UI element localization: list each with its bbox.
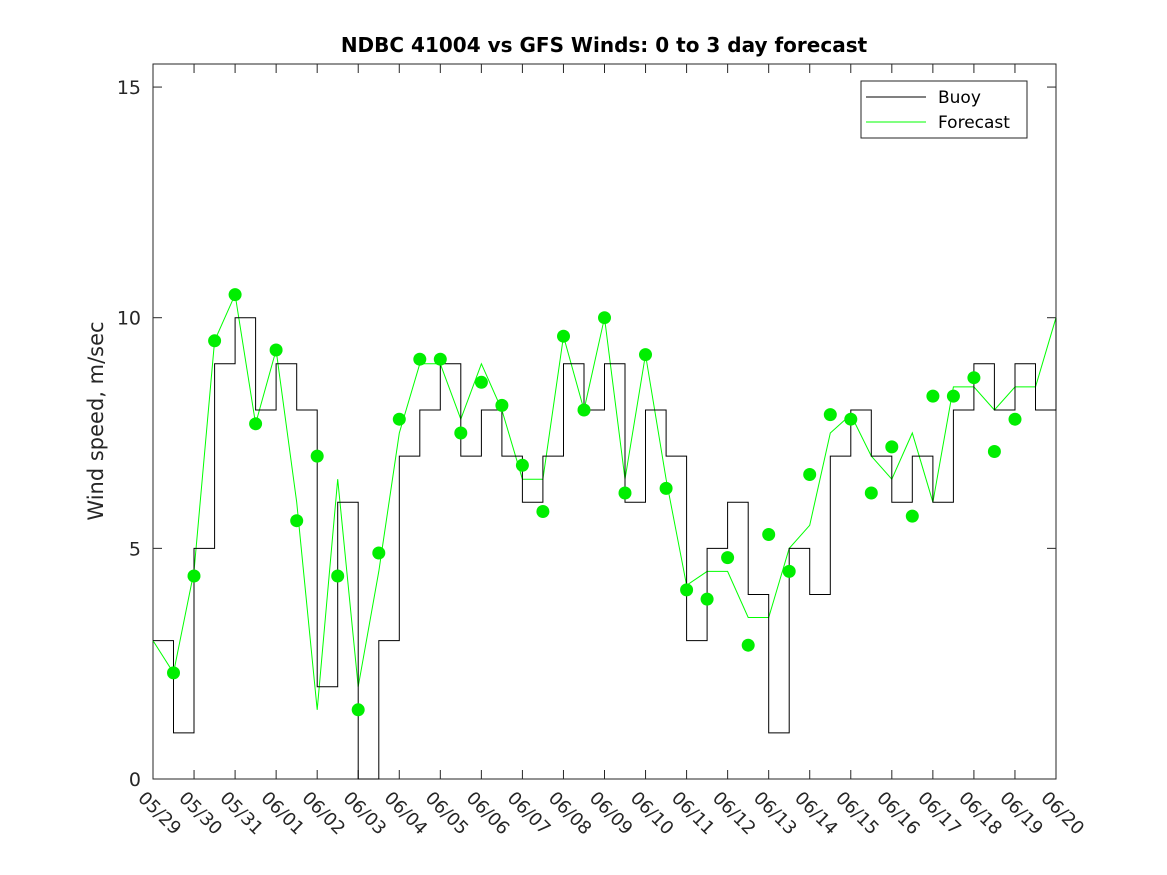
forecast-marker bbox=[905, 509, 919, 523]
legend-box bbox=[860, 80, 1028, 139]
forecast-marker bbox=[515, 458, 529, 472]
forecast-marker bbox=[885, 440, 899, 454]
forecast-marker bbox=[331, 569, 345, 583]
legend-label-buoy: Buoy bbox=[938, 88, 981, 108]
forecast-marker bbox=[782, 564, 796, 578]
y-tick-label: 5 bbox=[129, 538, 141, 560]
y-axis: 0 5 10 15 bbox=[117, 77, 1056, 791]
forecast-marker bbox=[208, 334, 222, 348]
forecast-marker bbox=[639, 348, 652, 362]
y-tick-label: 10 bbox=[117, 308, 141, 330]
x-tick-label: 06/07 bbox=[503, 788, 555, 840]
forecast-marker bbox=[290, 514, 304, 528]
forecast-marker bbox=[946, 389, 960, 403]
forecast-marker bbox=[721, 551, 735, 565]
forecast-marker bbox=[762, 528, 776, 541]
forecast-marker bbox=[700, 592, 714, 606]
forecast-marker bbox=[659, 481, 673, 495]
forecast-marker bbox=[967, 371, 981, 385]
forecast-marker bbox=[823, 408, 837, 422]
forecast-marker bbox=[844, 412, 858, 426]
plot-area bbox=[152, 63, 1057, 780]
forecast-marker bbox=[249, 417, 263, 431]
x-tick-label: 06/19 bbox=[995, 788, 1047, 840]
x-tick-label: 06/17 bbox=[913, 788, 965, 840]
x-tick-label: 06/05 bbox=[421, 788, 473, 840]
forecast-marker bbox=[433, 352, 447, 366]
forecast-marker bbox=[803, 468, 817, 481]
forecast-marker bbox=[926, 389, 940, 403]
x-tick-label: 06/01 bbox=[257, 788, 309, 840]
x-tick-label: 06/12 bbox=[708, 788, 760, 840]
x-tick-label: 06/04 bbox=[380, 788, 432, 840]
x-tick-label: 06/09 bbox=[585, 788, 637, 840]
forecast-marker bbox=[987, 445, 1001, 458]
x-tick-label: 05/31 bbox=[216, 788, 268, 840]
forecast-marker bbox=[495, 398, 509, 412]
x-tick-label: 05/30 bbox=[175, 788, 227, 840]
y-tick-label: 15 bbox=[117, 77, 141, 99]
forecast-marker bbox=[269, 343, 283, 357]
x-tick-label: 06/14 bbox=[790, 788, 842, 840]
x-tick-label: 06/06 bbox=[462, 788, 514, 840]
x-tick-label: 06/13 bbox=[749, 788, 801, 840]
x-tick-label: 06/20 bbox=[1036, 788, 1088, 840]
x-tick-label: 06/02 bbox=[298, 788, 350, 840]
forecast-marker bbox=[577, 403, 591, 417]
forecast-marker bbox=[310, 449, 324, 463]
forecast-marker bbox=[557, 329, 570, 343]
series-layer bbox=[152, 288, 1057, 780]
forecast-marker bbox=[167, 666, 180, 680]
forecast-marker bbox=[680, 583, 694, 597]
x-tick-label: 06/15 bbox=[831, 788, 883, 840]
forecast-marker bbox=[454, 426, 468, 440]
legend-label-forecast: Forecast bbox=[938, 113, 1010, 133]
forecast-marker bbox=[392, 412, 406, 426]
x-tick-label: 06/03 bbox=[339, 788, 391, 840]
x-tick-label: 06/11 bbox=[667, 788, 719, 840]
forecast-marker bbox=[741, 638, 755, 652]
forecast-marker bbox=[1008, 412, 1022, 426]
forecast-marker bbox=[618, 486, 632, 500]
x-tick-label: 06/18 bbox=[954, 788, 1006, 840]
forecast-marker bbox=[413, 352, 427, 366]
x-tick-label: 05/29 bbox=[133, 788, 185, 840]
forecast-marker bbox=[228, 288, 242, 302]
y-tick-label: 0 bbox=[129, 769, 141, 791]
forecast-marker bbox=[598, 311, 611, 325]
legend: Buoy Forecast bbox=[860, 80, 1028, 139]
forecast-marker bbox=[474, 375, 488, 389]
series-buoy-line bbox=[153, 317, 1057, 780]
y-axis-label: Wind speed, m/sec bbox=[84, 321, 108, 520]
x-tick-label: 06/16 bbox=[872, 788, 924, 840]
x-tick-label: 06/10 bbox=[626, 788, 678, 840]
x-tick-label: 06/08 bbox=[544, 788, 596, 840]
forecast-marker bbox=[536, 505, 550, 518]
forecast-marker bbox=[864, 486, 878, 500]
forecast-marker bbox=[351, 703, 365, 717]
forecast-marker bbox=[372, 546, 386, 560]
forecast-marker bbox=[187, 569, 201, 583]
chart-title: NDBC 41004 vs GFS Winds: 0 to 3 day fore… bbox=[341, 33, 868, 57]
